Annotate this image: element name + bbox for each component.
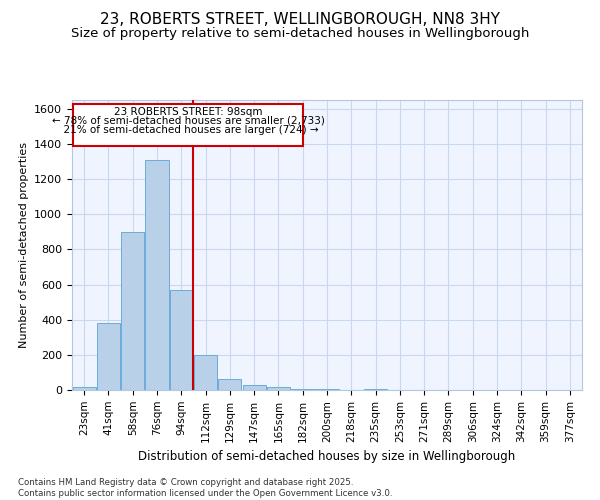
Bar <box>267 388 290 390</box>
Text: Size of property relative to semi-detached houses in Wellingborough: Size of property relative to semi-detach… <box>71 28 529 40</box>
Bar <box>73 387 95 390</box>
Text: 21% of semi-detached houses are larger (724) →: 21% of semi-detached houses are larger (… <box>57 124 319 134</box>
Bar <box>291 389 314 390</box>
Bar <box>218 378 241 390</box>
X-axis label: Distribution of semi-detached houses by size in Wellingborough: Distribution of semi-detached houses by … <box>139 450 515 463</box>
Text: 23, ROBERTS STREET, WELLINGBOROUGH, NN8 3HY: 23, ROBERTS STREET, WELLINGBOROUGH, NN8 … <box>100 12 500 28</box>
Text: Contains HM Land Registry data © Crown copyright and database right 2025.
Contai: Contains HM Land Registry data © Crown c… <box>18 478 392 498</box>
Bar <box>97 323 120 390</box>
Bar <box>121 232 144 390</box>
Bar <box>145 160 169 390</box>
Bar <box>242 384 266 390</box>
FancyBboxPatch shape <box>73 104 303 146</box>
Y-axis label: Number of semi-detached properties: Number of semi-detached properties <box>19 142 29 348</box>
Bar <box>364 389 387 390</box>
Bar <box>170 290 193 390</box>
Text: 23 ROBERTS STREET: 98sqm: 23 ROBERTS STREET: 98sqm <box>114 107 262 117</box>
Bar <box>316 389 338 390</box>
Bar <box>194 355 217 390</box>
Text: ← 78% of semi-detached houses are smaller (2,733): ← 78% of semi-detached houses are smalle… <box>52 116 325 126</box>
